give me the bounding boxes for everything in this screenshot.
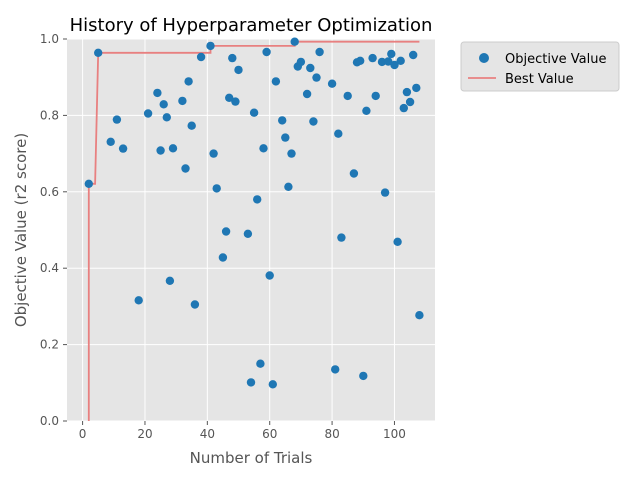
legend-label-objective-value: Objective Value: [505, 52, 606, 67]
legend-marker-objective-value: [479, 53, 489, 63]
objective-value-point: [412, 83, 421, 93]
objective-value-point: [94, 48, 103, 57]
objective-value-point: [415, 311, 424, 320]
objective-value-point: [165, 276, 175, 285]
objective-value-point: [143, 109, 153, 118]
y-tick-label: 0.6: [40, 185, 59, 199]
objective-value-point: [337, 233, 346, 242]
objective-value-point: [231, 97, 240, 106]
objective-value-point: [396, 56, 405, 65]
objective-value-point: [209, 149, 218, 158]
objective-value-point: [315, 47, 324, 57]
objective-value-point: [387, 49, 396, 59]
objective-value-point: [256, 359, 265, 368]
objective-value-point: [259, 144, 268, 153]
objective-value-point: [409, 50, 418, 60]
objective-value-point: [368, 53, 377, 63]
objective-value-point: [162, 113, 171, 122]
objective-value-point: [290, 37, 299, 46]
objective-value-point: [106, 137, 115, 146]
x-tick-label: 0: [79, 427, 87, 441]
y-tick-label: 0.2: [40, 338, 59, 352]
objective-value-point: [246, 378, 256, 387]
objective-value-point: [399, 103, 408, 113]
y-tick-label: 0.4: [40, 261, 59, 275]
objective-value-point: [327, 79, 337, 88]
objective-value-point: [190, 300, 200, 309]
objective-value-point: [228, 53, 237, 63]
objective-value-point: [281, 133, 290, 142]
objective-value-point: [349, 169, 359, 178]
objective-value-point: [309, 117, 318, 126]
x-tick-label: 100: [383, 427, 406, 441]
objective-value-point: [402, 87, 412, 97]
objective-value-point: [253, 195, 262, 204]
objective-value-point: [196, 52, 206, 62]
objective-value-point: [384, 57, 393, 66]
objective-value-point: [390, 60, 399, 70]
objective-value-point: [331, 365, 340, 374]
objective-value-point: [271, 77, 281, 86]
series-layer: [84, 37, 424, 421]
objective-value-point: [206, 41, 215, 51]
objective-value-point: [287, 149, 296, 158]
y-axis-label: Objective Value (r2 score): [12, 133, 30, 327]
x-tick-label: 40: [200, 427, 215, 441]
objective-value-point: [371, 91, 380, 101]
chart-title: History of Hyperparameter Optimization: [70, 15, 433, 36]
objective-value-point: [278, 116, 287, 125]
legend: Objective Value Best Value: [460, 41, 620, 92]
objective-value-point: [334, 129, 343, 138]
objective-value-point: [380, 188, 390, 197]
objective-value-point: [153, 88, 162, 98]
y-tick-label: 0.0: [40, 414, 59, 428]
objective-value-point: [156, 146, 165, 155]
legend-box: [460, 41, 620, 92]
objective-value-point: [306, 63, 315, 73]
objective-value-point: [234, 65, 243, 75]
objective-value-point: [268, 380, 277, 389]
objective-value-point: [187, 121, 196, 130]
objective-value-point: [184, 77, 193, 86]
objective-value-point: [159, 100, 168, 109]
objective-value-point: [225, 93, 234, 103]
objective-value-point: [362, 106, 371, 116]
objective-value-point: [265, 271, 274, 280]
objective-value-point: [296, 57, 306, 67]
objective-value-point: [312, 73, 321, 82]
objective-value-point: [249, 108, 259, 117]
objective-value-point: [393, 237, 402, 246]
objective-value-point: [302, 89, 312, 99]
y-tick-label: 1.0: [40, 32, 59, 46]
axes: 0 20 40 60 80 100 0.0 0.2 0.4 0.6 0.8 1.0: [40, 32, 406, 441]
objective-value-point: [221, 227, 231, 236]
x-tick-label: 80: [324, 427, 339, 441]
objective-value-point: [178, 96, 187, 106]
x-tick-label: 60: [262, 427, 277, 441]
objective-value-point: [343, 91, 352, 101]
objective-value-point: [284, 182, 293, 191]
x-tick-label: 20: [137, 427, 152, 441]
y-tick-label: 0.8: [40, 108, 59, 122]
objective-value-point: [262, 47, 271, 57]
objective-value-point: [84, 179, 94, 188]
objective-value-point: [118, 144, 128, 153]
objective-value-point: [405, 97, 415, 107]
objective-value-point: [168, 144, 178, 153]
plot-area: [67, 39, 435, 421]
objective-value-point: [218, 253, 228, 262]
objective-value-point: [356, 56, 365, 65]
objective-value-point: [212, 184, 221, 193]
objective-value-point: [112, 115, 122, 124]
objective-value-point: [134, 296, 143, 305]
objective-value-point: [181, 164, 190, 173]
objective-value-point: [377, 57, 387, 67]
legend-label-best-value: Best Value: [505, 72, 574, 87]
objective-value-point: [243, 229, 253, 238]
x-axis-label: Number of Trials: [190, 449, 313, 467]
objective-value-point: [359, 371, 368, 381]
